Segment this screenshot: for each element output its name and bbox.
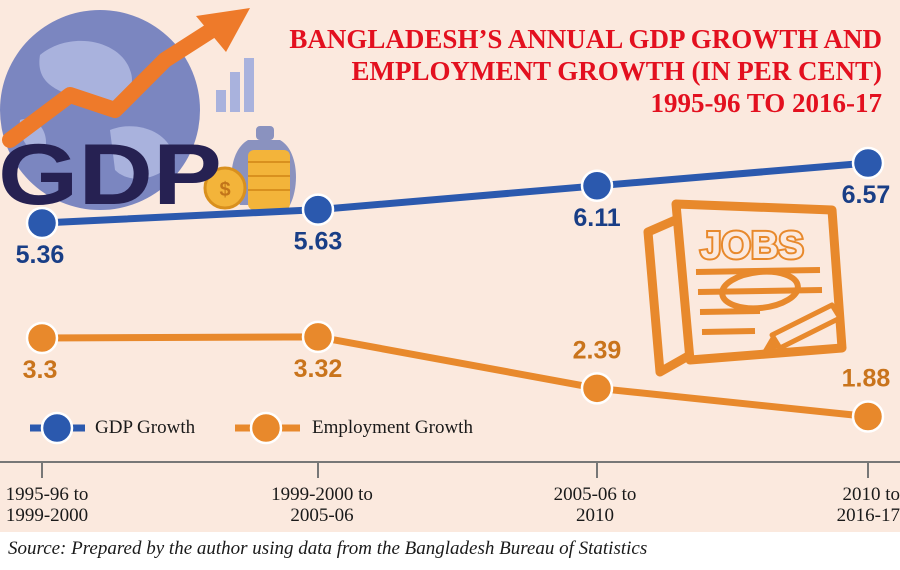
legend-gdp-label: GDP Growth [95,417,196,438]
data-point-marker [301,320,335,354]
chart-title-line-1: BANGLADESH’S ANNUAL GDP GROWTH AND [289,24,882,54]
data-point-marker [580,169,614,203]
jobs-newspaper-illustration: JOBS [643,199,847,377]
data-label: 3.3 [23,356,58,384]
data-label: 6.57 [842,181,891,209]
chart-title-line-2: EMPLOYMENT GROWTH (IN PER CENT) [351,56,882,86]
svg-text:$: $ [219,179,230,201]
data-label: 1.88 [842,365,891,393]
x-tick-label: 1999-2000 to 2005-06 [271,484,373,526]
data-point-marker [25,321,59,355]
legend-employment-label: Employment Growth [312,417,473,438]
employment-growth-line [41,333,869,421]
gdp-growth-line [41,159,869,227]
pencil-icon [762,302,843,352]
gdp-logo-text: GDP [0,127,222,223]
data-point-marker [851,146,885,180]
data-label: 5.63 [294,228,343,256]
data-point-marker [580,372,614,405]
chart-legend [30,411,300,445]
data-label: 5.36 [16,241,65,269]
x-tick-label: 2005-06 to 2010 [553,484,637,526]
chart-title-line-3: 1995-96 TO 2016-17 [650,88,882,118]
data-label: 2.39 [573,336,622,364]
x-tick-label: 1995-96 to 1999-2000 [5,484,89,526]
data-label: 3.32 [294,355,343,383]
source-note: Source: Prepared by the author using dat… [8,538,648,559]
legend-employment-marker [249,411,283,445]
coins-icon: $ [203,150,290,210]
x-tick-label: 2010 to 2016-17 [836,484,900,526]
legend-gdp-marker [40,411,74,445]
gdp-illustration: $ GDP [0,8,296,223]
jobs-text: JOBS [700,225,803,267]
data-label: 6.11 [573,204,620,232]
data-point-marker [851,400,885,433]
growth-arrow-icon [2,8,250,148]
data-point-marker [301,193,335,226]
bar-chart-icon [216,58,254,112]
data-point-marker [25,206,59,240]
